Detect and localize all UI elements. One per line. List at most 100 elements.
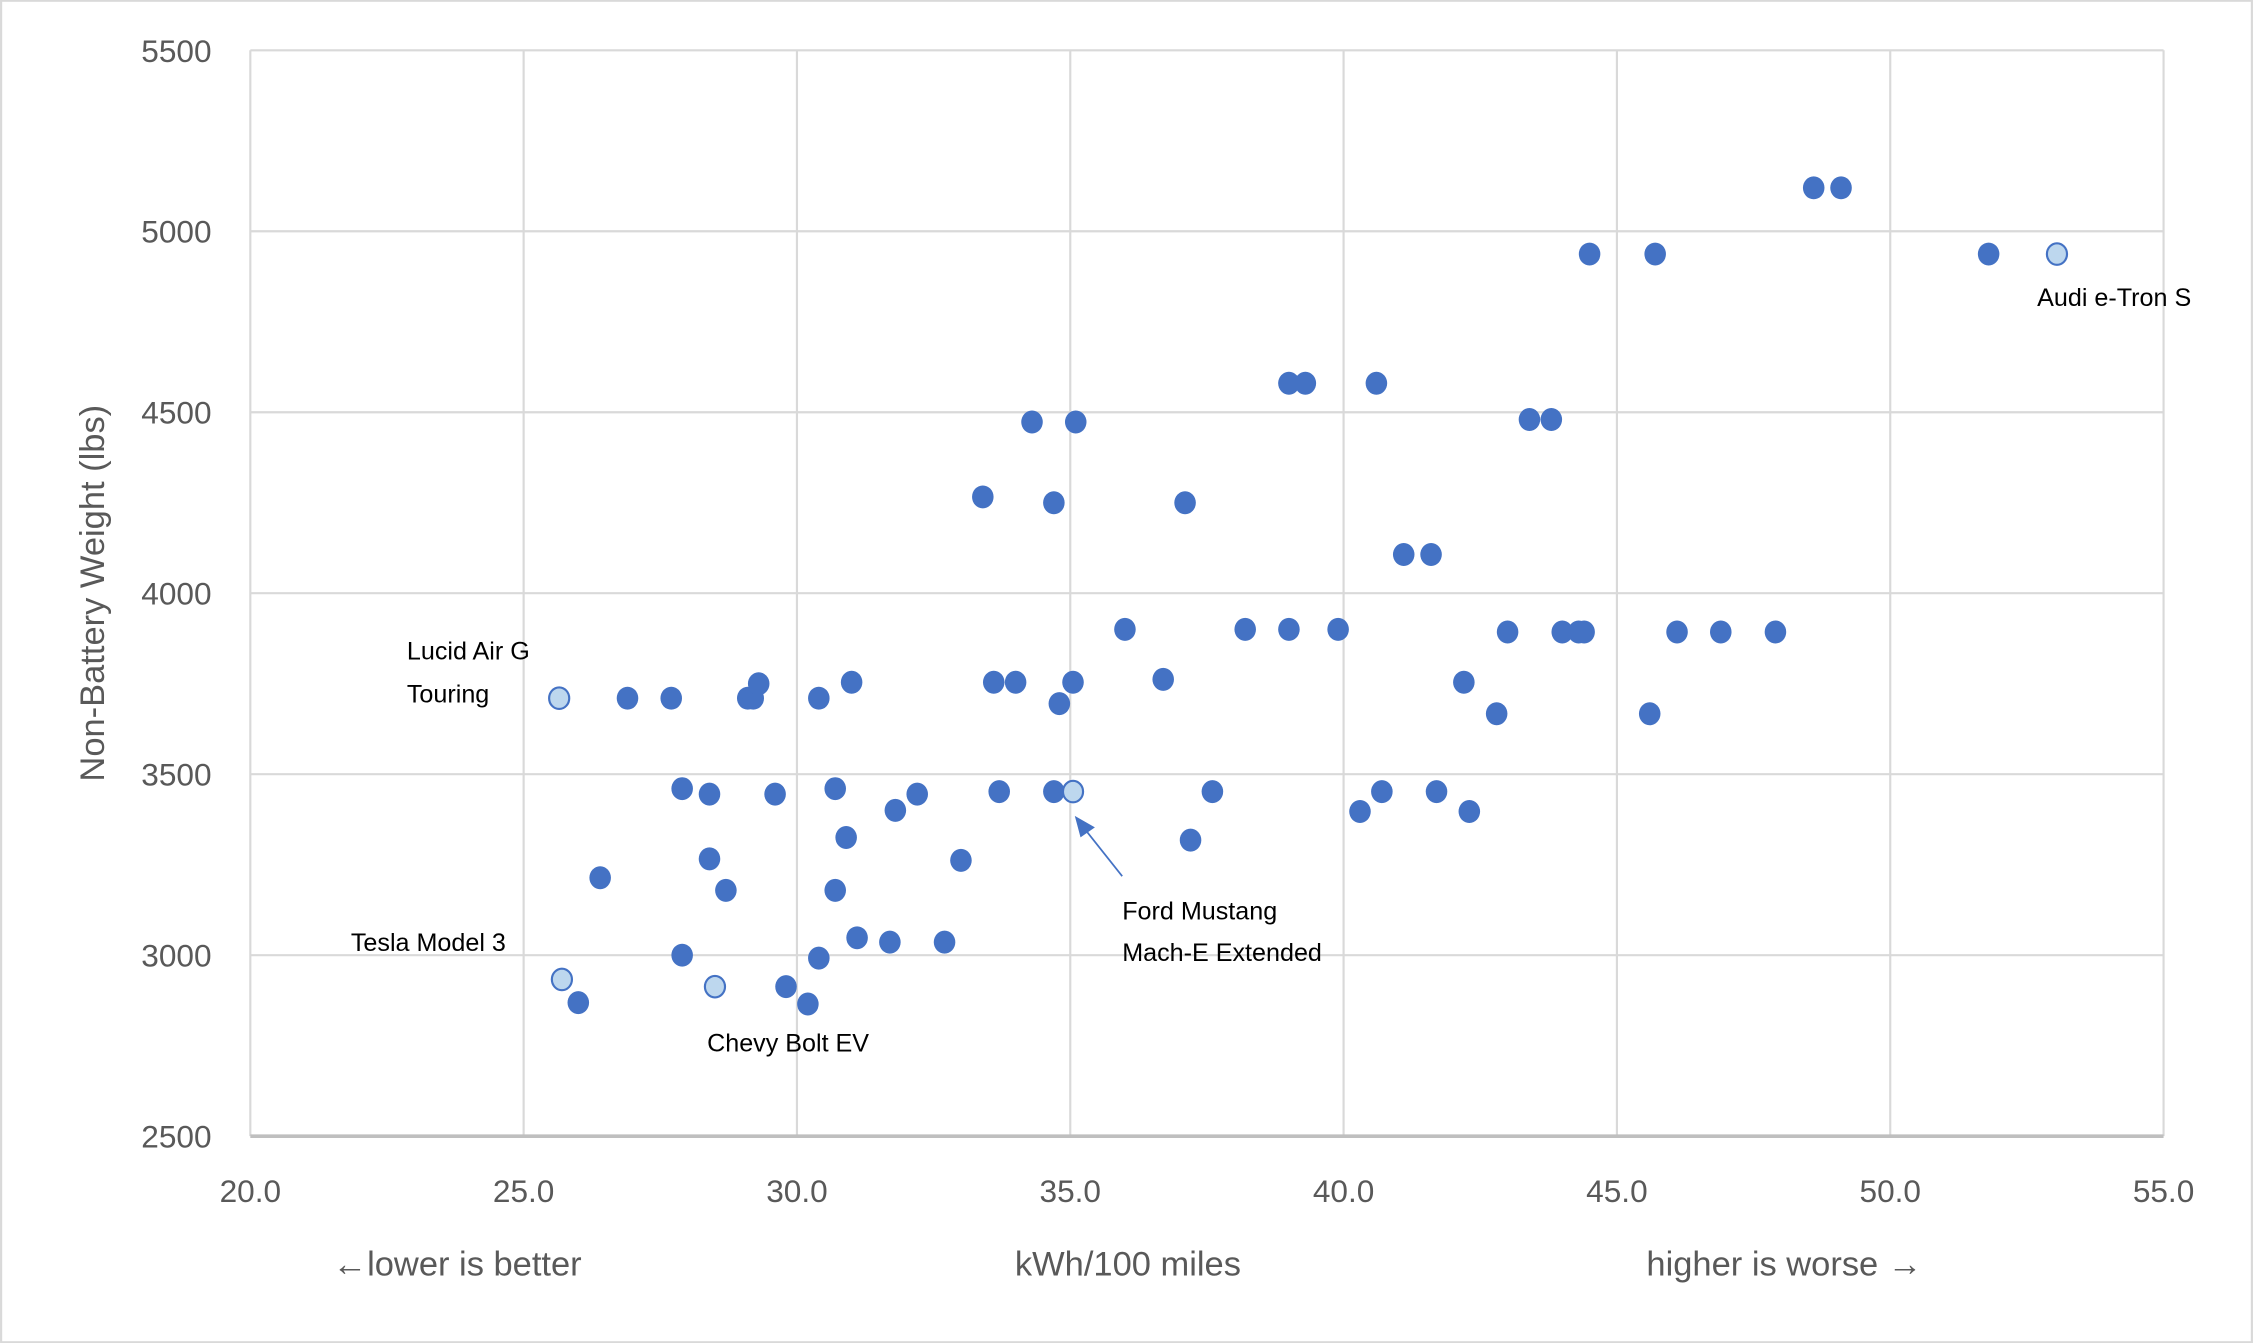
data-point <box>1638 702 1661 726</box>
highlighted-point <box>548 686 571 711</box>
data-point <box>1201 780 1224 804</box>
data-point <box>764 782 786 806</box>
data-point <box>747 672 770 696</box>
data-point <box>1977 242 2000 266</box>
point-labels: Lucid Air G Touring Tesla Model 3 Chevy Bol… <box>351 284 2191 1057</box>
data-point <box>1234 617 1256 641</box>
data-point <box>933 930 956 954</box>
data-point <box>824 878 846 902</box>
data-point <box>982 670 1005 694</box>
highlighted-point <box>2045 242 2069 266</box>
data-point <box>1152 667 1174 691</box>
data-point <box>884 798 907 822</box>
point-label: Ford Mustang <box>1122 897 1277 925</box>
data-point <box>1551 620 1574 644</box>
x-right-note: higher is worse → <box>1646 1245 1922 1283</box>
data-point <box>1004 670 1027 694</box>
data-point <box>698 782 721 806</box>
data-point <box>1764 620 1787 644</box>
data-point <box>1578 242 1601 266</box>
point-label: Chevy Bolt EV <box>707 1029 869 1057</box>
x-tick-label: 25.0 <box>493 1173 554 1209</box>
highlighted-point <box>550 967 574 992</box>
data-point <box>1485 702 1508 726</box>
data-point <box>1114 617 1136 641</box>
data-point <box>567 991 590 1015</box>
data-point <box>1802 176 1825 200</box>
highlighted-point <box>703 974 727 999</box>
data-point <box>906 782 928 806</box>
point-label: Tesla Model 3 <box>351 929 506 957</box>
data-point <box>1458 799 1481 823</box>
data-point <box>1453 670 1475 694</box>
data-point <box>797 992 819 1016</box>
data-point <box>840 670 863 694</box>
data-point <box>1021 410 1043 434</box>
data-point <box>671 943 693 967</box>
data-point <box>1062 670 1084 694</box>
ford-arrow <box>1074 815 1123 877</box>
x-tick-labels: 20.0 25.0 30.0 35.0 40.0 45.0 50.0 55.0 <box>220 1173 2195 1209</box>
highlighted-points <box>548 242 2069 999</box>
y-tick-label: 2500 <box>141 1119 211 1155</box>
data-point <box>1425 780 1448 804</box>
data-point <box>1496 620 1519 644</box>
data-point <box>972 485 994 509</box>
y-tick-label: 5500 <box>141 33 211 69</box>
data-point <box>808 946 830 970</box>
data-point <box>1278 617 1300 641</box>
data-point <box>671 777 693 801</box>
y-tick-label: 4500 <box>141 395 211 431</box>
data-point <box>988 780 1010 804</box>
x-tick-label: 50.0 <box>1860 1173 1921 1209</box>
x-tick-label: 55.0 <box>2133 1173 2194 1209</box>
x-left-note: ←lower is better <box>333 1245 582 1283</box>
x-tick-label: 30.0 <box>766 1173 827 1209</box>
data-point <box>1710 620 1732 644</box>
data-point <box>1420 542 1442 566</box>
data-point <box>616 686 639 710</box>
point-label: Audi e-Tron S <box>2037 284 2191 312</box>
data-point <box>1365 371 1388 395</box>
gridlines <box>249 49 2165 1138</box>
data-point <box>1294 371 1317 395</box>
y-tick-label: 5000 <box>141 214 211 250</box>
data-point <box>1349 799 1371 823</box>
data-point <box>824 777 846 801</box>
y-tick-label: 4000 <box>141 576 211 612</box>
data-point <box>1644 242 1666 266</box>
data-point <box>660 686 683 710</box>
data-point <box>1048 692 1071 716</box>
data-point <box>1327 617 1349 641</box>
x-tick-label: 40.0 <box>1313 1173 1374 1209</box>
data-point <box>1064 410 1087 434</box>
data-points <box>567 176 2000 1016</box>
point-label: Lucid Air G <box>407 637 530 665</box>
data-point <box>1666 620 1688 644</box>
data-point <box>715 878 737 902</box>
y-axis-title: Non-Battery Weight (lbs) <box>74 405 112 782</box>
x-tick-label: 35.0 <box>1040 1173 1101 1209</box>
data-point <box>1043 780 1065 804</box>
point-label: Touring <box>407 680 489 708</box>
data-point <box>589 866 611 890</box>
point-label: Mach-E Extended <box>1122 939 1322 967</box>
x-axis-title: kWh/100 miles <box>1015 1245 1241 1283</box>
data-point <box>1518 407 1541 431</box>
data-point <box>1174 491 1196 515</box>
data-point <box>879 930 901 954</box>
y-tick-label: 3500 <box>141 757 211 793</box>
data-point <box>1371 780 1393 804</box>
x-tick-label: 45.0 <box>1586 1173 1647 1209</box>
data-point <box>835 826 857 850</box>
data-point <box>1573 620 1595 644</box>
data-point <box>1392 542 1415 566</box>
highlighted-point <box>1061 779 1085 804</box>
data-point <box>1043 491 1065 515</box>
y-tick-labels: 2500 3000 3500 4000 4500 5000 5500 <box>141 33 211 1155</box>
data-point <box>846 926 868 950</box>
data-point <box>950 848 972 872</box>
data-point <box>1179 828 1202 852</box>
